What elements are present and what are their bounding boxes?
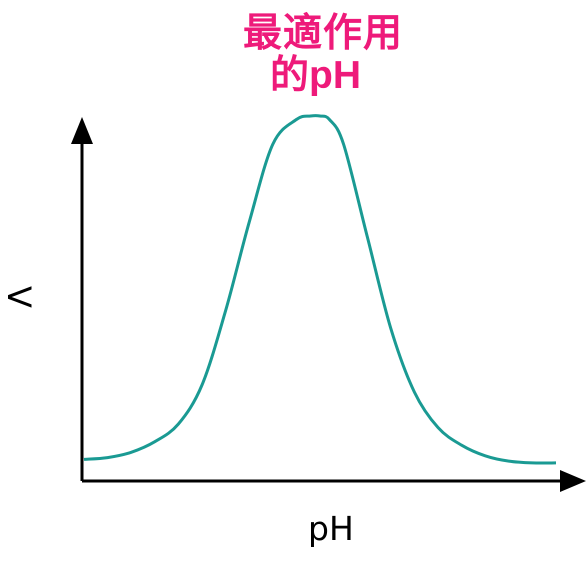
series-line-0: [83, 114, 557, 465]
optimum-annotation-line2-ph: pH: [309, 54, 362, 97]
x-axis-label: pH: [308, 509, 354, 548]
y-axis-label: V: [0, 286, 38, 308]
optimum-annotation-line2: 的pH: [270, 56, 361, 95]
x-axis-arrow: [560, 470, 586, 492]
axes: [71, 117, 586, 492]
series-layer: [83, 114, 557, 465]
optimum-annotation-line1: 最適作用: [243, 11, 404, 56]
y-axis-arrow: [71, 117, 93, 144]
optimum-annotation-line2-prefix: 的: [270, 53, 310, 98]
